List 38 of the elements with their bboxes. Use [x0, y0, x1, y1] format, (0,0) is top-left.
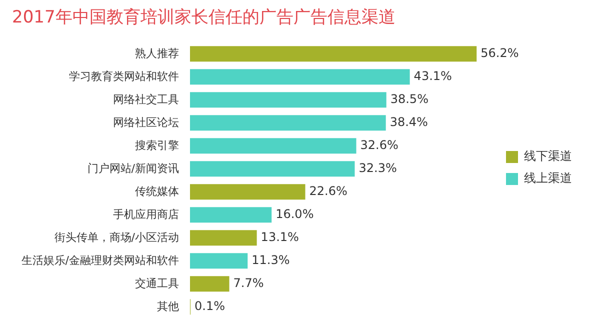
y-tick-label: 街头传单，商场/小区活动: [54, 230, 179, 244]
y-tick-label: 传统媒体: [135, 184, 179, 198]
bar: [190, 276, 230, 292]
data-label: 16.0%: [276, 207, 314, 222]
bar: [190, 253, 248, 269]
data-label: 38.5%: [390, 92, 428, 106]
data-label: 38.4%: [390, 115, 428, 130]
bar: [190, 184, 306, 200]
data-label: 11.3%: [252, 253, 290, 268]
y-tick-label: 熟人推荐: [135, 46, 179, 60]
data-label: 13.1%: [260, 230, 299, 244]
data-label: 7.7%: [233, 276, 264, 290]
data-label: 32.3%: [358, 161, 397, 176]
data-label: 32.6%: [360, 138, 398, 152]
legend-label: 线下渠道: [524, 149, 572, 164]
y-tick-label: 交通工具: [135, 276, 179, 290]
y-tick-label: 手机应用商店: [113, 208, 179, 221]
data-label: 0.1%: [194, 299, 226, 314]
chart-title: 2017年中国教育培训家长信任的广告广告信息渠道: [12, 8, 396, 28]
y-tick-label: 搜索引擎: [135, 138, 179, 152]
legend-label: 线上渠道: [524, 171, 572, 186]
bar: [190, 138, 356, 154]
bar: [190, 115, 386, 131]
y-tick-label: 生活娱乐/金融理财类网站和软件: [21, 254, 179, 267]
y-tick-label: 其他: [157, 300, 179, 313]
bar: [190, 46, 477, 62]
data-label: 22.6%: [309, 184, 348, 198]
y-tick-label: 网络社交工具: [113, 92, 179, 106]
y-tick-label: 网络社区论坛: [113, 116, 179, 129]
bar: [190, 92, 386, 108]
bar: [190, 69, 410, 85]
y-tick-label: 门户网站/新闻资讯: [87, 162, 179, 175]
data-label: 43.1%: [414, 69, 452, 84]
bar: [190, 161, 355, 177]
y-tick-label: 学习教育类网站和软件: [69, 70, 179, 83]
bar: [190, 230, 257, 246]
bar: [190, 207, 272, 223]
data-label: 56.2%: [480, 46, 519, 60]
